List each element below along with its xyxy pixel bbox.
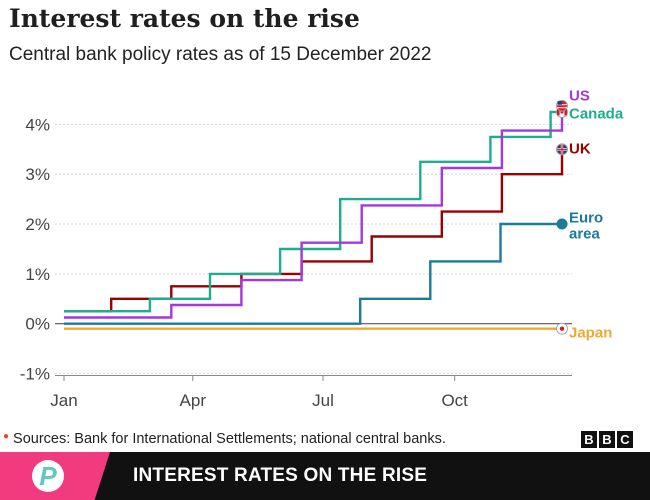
series-line-uk bbox=[64, 149, 564, 313]
marker-euro-area bbox=[556, 218, 568, 230]
bbc-letter: C bbox=[617, 431, 633, 448]
axes: -1% 0% 1% 2% 3% 4% Jan Apr Jul Oct bbox=[20, 115, 572, 410]
marker-us bbox=[556, 99, 568, 112]
bbc-logo: B B C bbox=[581, 431, 633, 448]
series-label: Japan bbox=[569, 324, 612, 341]
bottom-banner: P INTEREST RATES ON THE RISE bbox=[0, 452, 650, 500]
series-line-us bbox=[64, 105, 564, 319]
banner-title: INTEREST RATES ON THE RISE bbox=[133, 465, 428, 486]
x-tick-label: Oct bbox=[441, 391, 468, 410]
marker-uk bbox=[556, 143, 568, 156]
series-label: Canada bbox=[569, 105, 624, 122]
series-label: Euro bbox=[569, 209, 603, 226]
y-tick-label: 0% bbox=[25, 315, 50, 334]
bbc-letter: B bbox=[581, 431, 597, 448]
source-text: Sources: Bank for International Settleme… bbox=[13, 431, 446, 447]
series-lines bbox=[64, 105, 564, 330]
chart-subtitle: Central bank policy rates as of 15 Decem… bbox=[9, 44, 432, 65]
brand-logo-letter: P bbox=[39, 461, 57, 491]
series-label: US bbox=[569, 87, 590, 104]
series-label: UK bbox=[569, 140, 591, 157]
source-bullet-icon: ● bbox=[3, 431, 10, 442]
y-tick-label: 2% bbox=[25, 215, 50, 234]
x-tick-label: Jul bbox=[312, 391, 334, 410]
series-line-euro-area bbox=[64, 222, 562, 325]
x-tick-label: Jan bbox=[50, 391, 77, 410]
series-line-canada bbox=[64, 110, 562, 313]
series-label: area bbox=[569, 225, 601, 242]
marker-japan bbox=[556, 322, 568, 335]
bbc-letter: B bbox=[599, 431, 615, 448]
chart-title: Interest rates on the rise bbox=[9, 4, 360, 33]
source-note: ● Sources: Bank for International Settlem… bbox=[3, 431, 446, 447]
y-tick-label: -1% bbox=[20, 365, 50, 384]
y-tick-label: 3% bbox=[25, 165, 50, 184]
x-tick-label: Apr bbox=[180, 391, 207, 410]
y-tick-label: 1% bbox=[25, 265, 50, 284]
brand-logo-icon bbox=[32, 460, 64, 492]
y-tick-label: 4% bbox=[25, 115, 50, 134]
